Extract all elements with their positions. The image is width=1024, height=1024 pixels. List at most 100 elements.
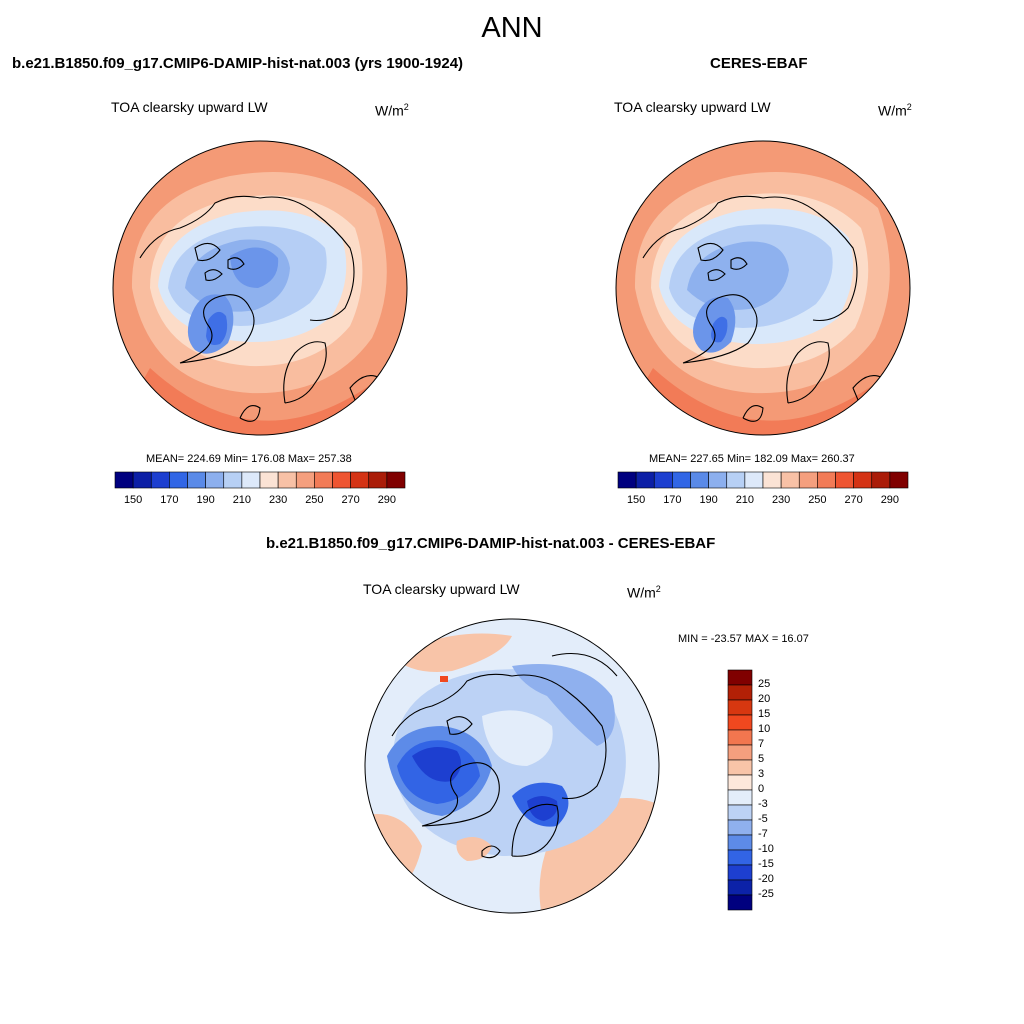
panel-2-colorbar <box>617 471 909 489</box>
colorbar-tick-label: 230 <box>268 494 288 506</box>
colorbar-tick-label: 270 <box>844 494 863 506</box>
colorbar-tick-label: 150 <box>123 494 143 506</box>
colorbar-tick-label: 5 <box>758 753 765 765</box>
colorbar-tick-label: 290 <box>880 494 900 506</box>
colorbar-swatch <box>114 471 134 489</box>
colorbar-tick-label: 250 <box>808 494 827 506</box>
colorbar-swatch <box>853 471 873 489</box>
colorbar-swatch <box>727 894 753 911</box>
colorbar-swatch <box>169 471 188 489</box>
colorbar-swatch <box>727 714 753 731</box>
colorbar-swatch <box>672 471 691 489</box>
colorbar-swatch <box>798 471 818 489</box>
colorbar-tick-label: 20 <box>758 693 771 705</box>
colorbar-swatch <box>727 819 753 836</box>
panel-1-variable-label: TOA clearsky upward LW <box>111 99 268 115</box>
colorbar-swatch <box>727 834 753 851</box>
colorbar-swatch <box>295 471 315 489</box>
colorbar-swatch <box>150 471 170 489</box>
colorbar-tick-label: -7 <box>758 828 768 840</box>
colorbar-swatch <box>617 471 637 489</box>
colorbar-swatch <box>817 471 836 489</box>
panel-2-colorbar-ticks: 150 170 190 210 230 250 270 290 <box>618 494 908 508</box>
panel-1-unit-label: W/m2 <box>375 102 409 119</box>
panel-1-colorbar <box>114 471 406 489</box>
colorbar-tick-label: 170 <box>663 494 682 506</box>
colorbar-tick-label: 10 <box>758 723 771 735</box>
panel-1-stats: MEAN= 224.69 Min= 176.08 Max= 257.38 <box>146 453 352 465</box>
panel-3-colorbar <box>727 669 753 911</box>
colorbar-swatch <box>727 684 753 701</box>
colorbar-swatch <box>187 471 206 489</box>
colorbar-swatch <box>350 471 370 489</box>
colorbar-tick-label: 210 <box>232 494 252 506</box>
colorbar-swatch <box>727 804 753 821</box>
colorbar-swatch <box>635 471 655 489</box>
colorbar-swatch <box>727 744 753 761</box>
field-hot-spot <box>440 676 448 682</box>
colorbar-tick-label: -15 <box>758 858 774 870</box>
colorbar-swatch <box>727 669 753 686</box>
colorbar-tick-label: 250 <box>305 494 324 506</box>
page-title: ANN <box>481 12 543 44</box>
colorbar-swatch <box>708 471 728 489</box>
colorbar-swatch <box>332 471 351 489</box>
colorbar-tick-label: 150 <box>626 494 646 506</box>
panel-3-unit-label: W/m2 <box>627 584 661 601</box>
colorbar-swatch <box>889 471 909 489</box>
colorbar-swatch <box>386 471 406 489</box>
field-deep-west <box>412 747 461 782</box>
colorbar-tick-label: 290 <box>377 494 397 506</box>
panel-3-stats: MIN = -23.57 MAX = 16.07 <box>678 633 809 645</box>
panel-3-title: b.e21.B1850.f09_g17.CMIP6-DAMIP-hist-nat… <box>266 535 716 552</box>
panel-3-polar-map <box>364 618 660 914</box>
colorbar-swatch <box>744 471 764 489</box>
colorbar-tick-label: -20 <box>758 873 774 885</box>
colorbar-tick-label: 0 <box>758 783 765 795</box>
field-deep-east <box>527 796 558 821</box>
colorbar-swatch <box>690 471 709 489</box>
colorbar-swatch <box>727 879 753 896</box>
colorbar-tick-label: 7 <box>758 738 765 750</box>
colorbar-tick-label: -25 <box>758 888 774 900</box>
panel-1-colorbar-ticks: 150 170 190 210 230 250 270 290 <box>115 494 405 508</box>
colorbar-swatch <box>277 471 297 489</box>
colorbar-swatch <box>727 849 753 866</box>
field-warm-north <box>392 633 512 672</box>
panel-1-title: b.e21.B1850.f09_g17.CMIP6-DAMIP-hist-nat… <box>12 55 464 72</box>
coastlines <box>391 652 618 859</box>
panel-3-colorbar-ticks: 25 20 15 10 7 5 3 0 -3 -5 -7 -10 -15 -20 -25 <box>758 670 798 910</box>
colorbar-swatch <box>132 471 152 489</box>
field-blue-central <box>230 247 279 288</box>
panel-2-variable-label: TOA clearsky upward LW <box>614 99 771 115</box>
panel-2-title: CERES-EBAF <box>710 55 808 72</box>
panel-3-variable-label: TOA clearsky upward LW <box>363 581 520 597</box>
colorbar-swatch <box>223 471 243 489</box>
colorbar-tick-label: 3 <box>758 768 765 780</box>
colorbar-swatch <box>835 471 854 489</box>
field-warm-loop <box>456 837 492 861</box>
colorbar-tick-label: 15 <box>758 708 771 720</box>
field-pale-center <box>482 710 553 766</box>
colorbar-tick-label: 210 <box>735 494 755 506</box>
map-boundary <box>112 140 408 436</box>
colorbar-swatch <box>780 471 800 489</box>
colorbar-swatch <box>727 864 753 881</box>
colorbar-swatch <box>205 471 225 489</box>
colorbar-swatch <box>727 774 753 791</box>
colorbar-swatch <box>727 759 753 776</box>
colorbar-tick-label: 230 <box>771 494 791 506</box>
panel-2-stats: MEAN= 227.65 Min= 182.09 Max= 260.37 <box>649 453 855 465</box>
colorbar-tick-label: 170 <box>160 494 179 506</box>
colorbar-swatch <box>314 471 333 489</box>
colorbar-swatch <box>871 471 891 489</box>
colorbar-tick-label: 25 <box>758 678 771 690</box>
field-deep-blue <box>206 311 228 345</box>
colorbar-tick-label: -3 <box>758 798 768 810</box>
colorbar-swatch <box>727 729 753 746</box>
colorbar-swatch <box>368 471 388 489</box>
panel-2-polar-map <box>615 140 911 436</box>
colorbar-tick-label: 270 <box>341 494 360 506</box>
panel-1-polar-map <box>112 140 408 436</box>
field-mid-northeast <box>512 664 615 746</box>
